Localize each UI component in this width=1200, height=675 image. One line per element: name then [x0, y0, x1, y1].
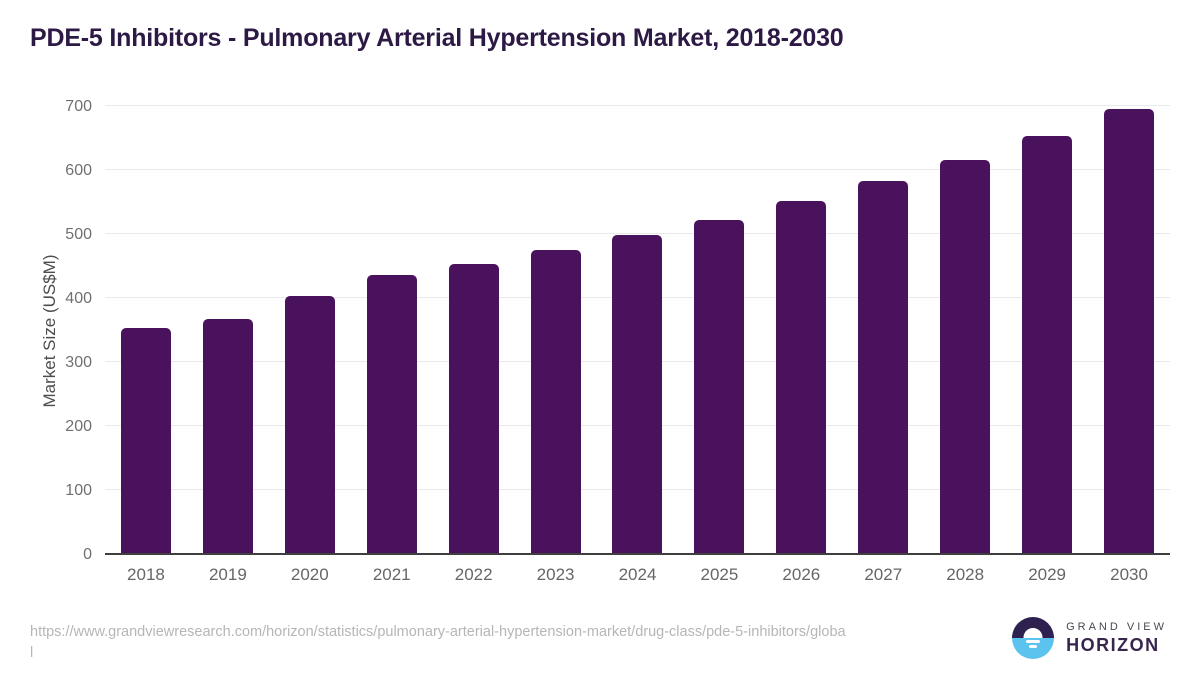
bar-cell	[269, 107, 351, 553]
x-tick-label: 2026	[782, 565, 821, 584]
bar-2019[interactable]	[202, 319, 253, 553]
bar-cell	[760, 107, 842, 553]
bar-2025[interactable]	[694, 219, 745, 553]
bar-cell	[433, 107, 515, 553]
logo-reflection-line-2	[1029, 645, 1038, 648]
y-tick-label: 300	[65, 354, 92, 371]
gridline	[105, 169, 1170, 170]
y-axis-labels: 0 100 200 300 400 500 600 700	[0, 98, 92, 563]
bar-2022[interactable]	[448, 263, 499, 553]
y-tick-label: 200	[65, 418, 92, 435]
source-url-line2: l	[30, 645, 34, 661]
bar-cell	[1088, 107, 1170, 553]
bar-2029[interactable]	[1022, 135, 1073, 553]
logo-brand-bottom: HORIZON	[1066, 634, 1160, 655]
bar-2020[interactable]	[284, 296, 335, 553]
x-tick-label: 2025	[700, 565, 739, 584]
x-tick-label: 2030	[1110, 565, 1148, 584]
x-tick-label: 2027	[864, 565, 903, 584]
bar-cell	[1006, 107, 1088, 553]
bar-cell	[187, 107, 269, 553]
y-tick-label: 700	[65, 98, 92, 115]
logo-bottom-half	[1012, 638, 1055, 659]
bars-row	[105, 107, 1170, 553]
y-tick-label: 600	[65, 162, 92, 179]
grand-view-horizon-logo[interactable]: GRAND VIEW HORIZON	[1012, 617, 1167, 659]
logo-reflection-line-1	[1026, 640, 1041, 643]
x-tick-label: 2023	[536, 565, 575, 584]
x-tick-label: 2019	[208, 565, 247, 584]
bar-2030[interactable]	[1104, 108, 1155, 553]
chart-title: PDE-5 Inhibitors - Pulmonary Arterial Hy…	[30, 24, 844, 52]
plot-area	[105, 105, 1170, 555]
bar-2018[interactable]	[120, 327, 171, 553]
bar-2024[interactable]	[612, 234, 663, 553]
bar-2027[interactable]	[858, 181, 909, 553]
bar-cell	[924, 107, 1006, 553]
source-url: https://www.grandviewresearch.com/horizo…	[30, 622, 930, 664]
bar-cell	[515, 107, 597, 553]
bar-2028[interactable]	[940, 160, 991, 553]
y-tick-label: 400	[65, 290, 92, 307]
bar-cell	[678, 107, 760, 553]
y-tick-label: 100	[65, 482, 92, 499]
bar-cell	[351, 107, 433, 553]
y-tick-label: 0	[83, 546, 92, 563]
source-url-line1: https://www.grandviewresearch.com/horizo…	[30, 624, 846, 640]
bar-chart: Market Size (US$M) 0 100 200 300 400 500 600 70…	[0, 95, 1200, 605]
x-axis-labels: 2018 2019 2020 2021 2022 2023 2024 2025 2026 2027…	[105, 565, 1170, 585]
x-tick-label: 2029	[1028, 565, 1067, 584]
bar-2023[interactable]	[530, 250, 581, 553]
logo-sun-shape	[1023, 628, 1043, 638]
y-tick-label: 500	[65, 226, 92, 243]
logo-text: GRAND VIEW HORIZON	[1066, 621, 1167, 656]
x-tick-label: 2024	[618, 565, 657, 584]
horizon-sun-icon	[1012, 617, 1055, 659]
x-tick-label: 2018	[127, 565, 165, 584]
logo-top-half	[1012, 617, 1055, 638]
logo-brand-top: GRAND VIEW	[1066, 620, 1167, 633]
x-tick-label: 2028	[946, 565, 985, 584]
bar-2026[interactable]	[776, 201, 827, 553]
bar-2021[interactable]	[366, 275, 417, 553]
x-tick-label: 2022	[454, 565, 493, 584]
gridline	[105, 233, 1170, 234]
bar-cell	[105, 107, 187, 553]
gridline	[105, 105, 1170, 106]
bar-cell	[597, 107, 679, 553]
x-tick-label: 2020	[290, 565, 329, 584]
bar-cell	[842, 107, 924, 553]
x-tick-label: 2021	[372, 565, 411, 584]
